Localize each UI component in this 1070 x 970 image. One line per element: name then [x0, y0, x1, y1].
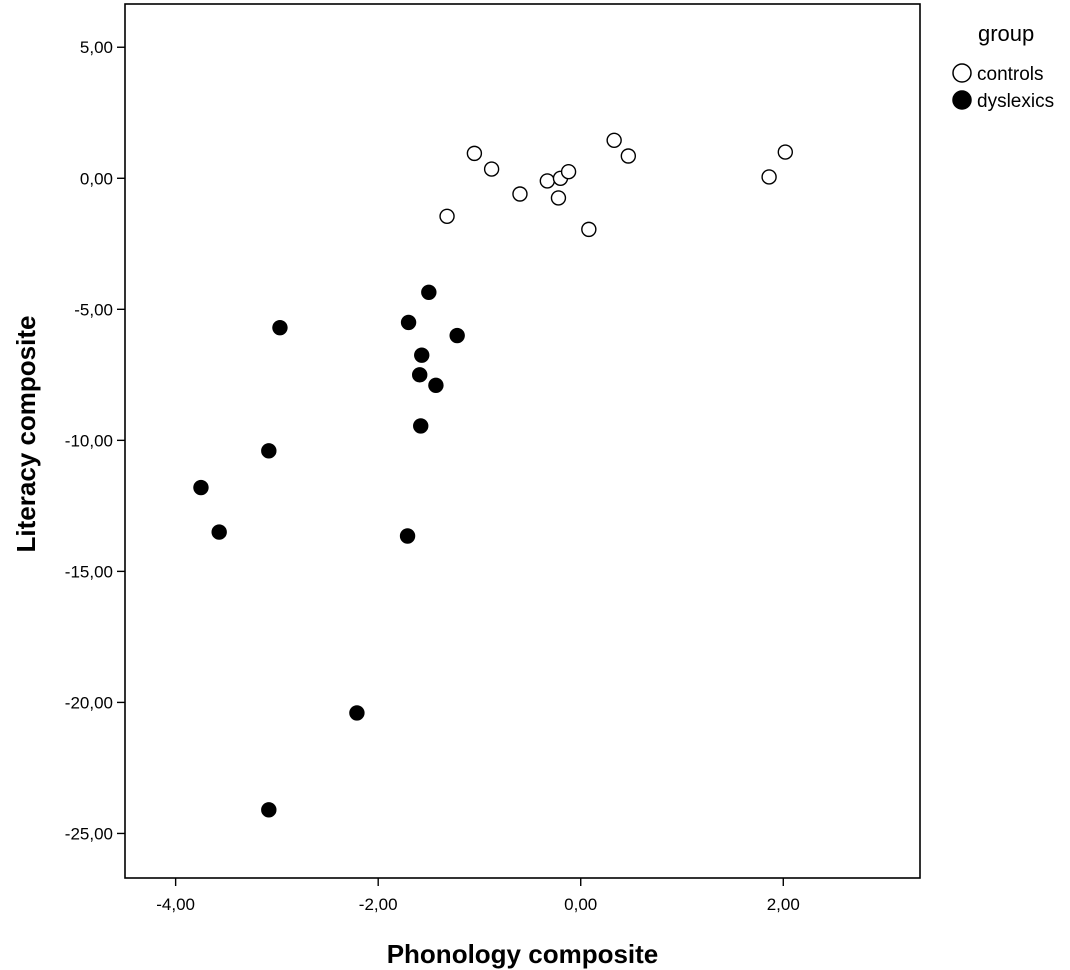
control-data-point — [777, 144, 794, 160]
control-data-point — [439, 208, 455, 224]
dyslexic-data-point — [428, 377, 444, 394]
y-tick-label: -10,00 — [65, 431, 113, 450]
x-tick-label: -4,00 — [156, 895, 195, 914]
control-data-point — [761, 169, 777, 185]
control-data-point — [560, 164, 577, 180]
control-data-point — [620, 148, 637, 164]
dyslexic-data-point — [449, 327, 465, 344]
legend-title: group — [978, 21, 1034, 46]
dyslexic-data-point — [272, 319, 288, 336]
x-tick-label: 0,00 — [564, 895, 597, 914]
y-tick-label: 5,00 — [80, 38, 113, 57]
y-tick-label: -5,00 — [74, 300, 113, 319]
x-tick-label: 2,00 — [767, 895, 800, 914]
dyslexic-data-point — [211, 524, 227, 540]
dyslexic-data-point — [421, 284, 437, 300]
y-tick-label: 0,00 — [80, 169, 113, 188]
y-axis-title: Literacy composite — [11, 316, 41, 553]
legend-marker-controls — [952, 63, 972, 83]
legend: group controls dyslexics — [952, 21, 1054, 112]
dyslexic-data-point — [261, 443, 277, 459]
legend-marker-dyslexics — [952, 90, 972, 110]
control-data-point — [606, 132, 622, 148]
plot-area-frame — [124, 3, 921, 879]
legend-label-dyslexics: dyslexics — [977, 91, 1054, 112]
y-tick-label: -15,00 — [65, 562, 113, 581]
legend-label-controls: controls — [977, 64, 1044, 85]
y-tick-label: -20,00 — [65, 693, 113, 712]
control-data-point — [550, 190, 567, 206]
dyslexic-data-point — [399, 528, 416, 544]
control-data-point — [512, 186, 528, 202]
dyslexic-data-point — [414, 347, 430, 363]
control-data-point — [539, 173, 556, 189]
dyslexic-data-point — [349, 705, 365, 721]
x-tick-label: -2,00 — [359, 895, 398, 914]
dyslexic-data-point — [413, 418, 429, 434]
dyslexic-data-point — [261, 802, 277, 818]
y-tick-label: -25,00 — [65, 824, 113, 843]
dyslexic-data-point — [412, 367, 428, 383]
dyslexic-data-point — [400, 314, 417, 331]
control-data-point — [483, 161, 500, 177]
control-data-point — [581, 221, 597, 238]
data-points — [193, 132, 794, 818]
axis-ticks: 5,00 0,00 -5,00 -10,00 -15,00 -20,00 -25,00 -4,… — [65, 38, 800, 914]
control-data-point — [466, 145, 483, 162]
dyslexic-data-point — [193, 479, 209, 496]
x-axis-title: Phonology composite — [387, 939, 659, 969]
